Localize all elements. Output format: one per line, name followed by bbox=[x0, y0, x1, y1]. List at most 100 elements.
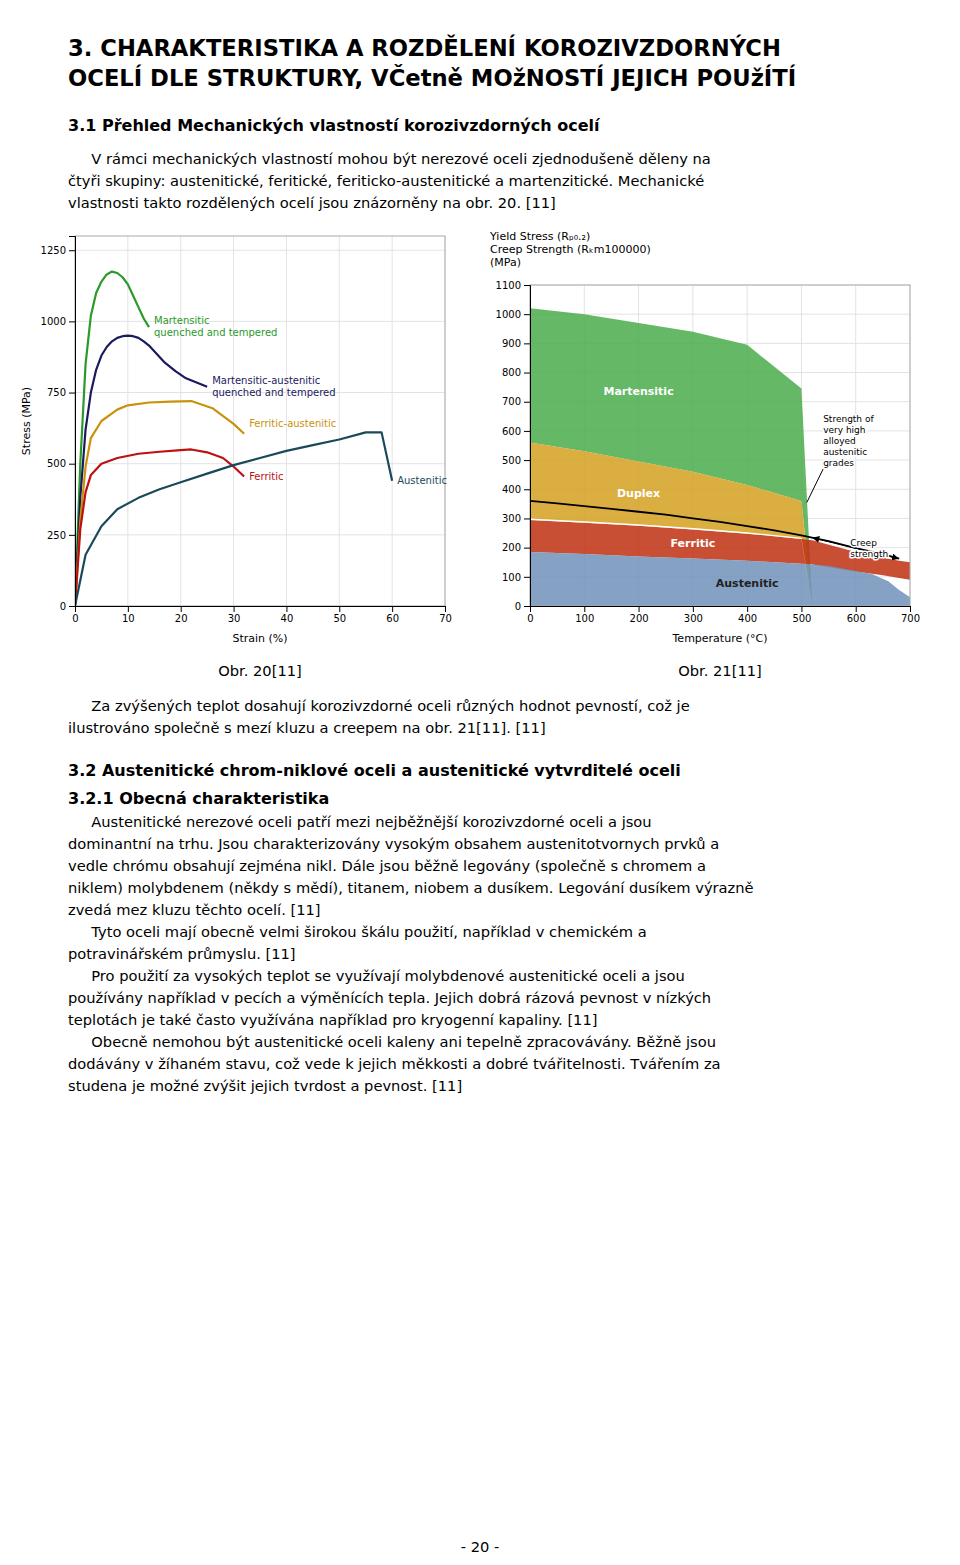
x-tick: 100 bbox=[575, 606, 594, 624]
y-tick: 300 bbox=[502, 513, 530, 524]
y-axis-title: Yield Stress (Rₚ₀.₂)Creep Strength (Rₖm1… bbox=[489, 230, 651, 269]
paragraph-line: Austenitické nerezové oceli patří mezi n… bbox=[68, 813, 652, 830]
y-tick-mark bbox=[524, 285, 530, 286]
grid-line-y bbox=[75, 321, 445, 322]
section-heading: 3.2.1 Obecná charakteristika bbox=[68, 789, 329, 808]
paragraph-line: teplotách je také často využívána napřík… bbox=[68, 1011, 598, 1028]
paragraph-line: Za zvýšených teplot dosahují korozivzdor… bbox=[68, 697, 690, 714]
annotation-line: Strength of bbox=[823, 414, 874, 424]
x-tick: 20 bbox=[175, 606, 188, 624]
x-tick: 0 bbox=[72, 606, 78, 624]
paragraph-line: dominantní na trhu. Jsou charakterizován… bbox=[68, 835, 719, 852]
x-axis-title: Temperature (°C) bbox=[672, 632, 768, 645]
annotation-line: austenitic bbox=[823, 447, 867, 457]
x-tick-label: 20 bbox=[175, 613, 188, 624]
series-label-line: Ferritic-austenitic bbox=[249, 418, 336, 429]
y-tick-label: 0 bbox=[60, 601, 66, 612]
y-axis: 025050075010001250 bbox=[41, 237, 76, 612]
y-tick-mark bbox=[524, 431, 530, 432]
annotation-line: alloyed bbox=[823, 436, 856, 446]
grid-line-y bbox=[75, 534, 445, 535]
x-tick: 50 bbox=[333, 606, 346, 624]
annotations: Strength ofvery highalloyedausteniticgra… bbox=[807, 414, 899, 559]
title: OCELÍ DLE STRUKTURY, VČetně MOžNOSTÍ JEJ… bbox=[68, 64, 796, 91]
figure-caption: Obr. 20[11] bbox=[218, 662, 302, 679]
y-axis-title-line: Yield Stress (Rₚ₀.₂) bbox=[489, 230, 590, 243]
y-tick: 1000 bbox=[41, 316, 75, 327]
grid-line-x bbox=[127, 236, 128, 606]
y-tick-mark bbox=[524, 460, 530, 461]
x-tick: 40 bbox=[281, 606, 294, 624]
x-tick-mark bbox=[234, 606, 235, 612]
y-tick-mark bbox=[524, 373, 530, 374]
y-tick: 100 bbox=[502, 572, 530, 583]
section-heading: 3.1 Přehled Mechanických vlastností koro… bbox=[68, 116, 601, 135]
x-tick-label: 0 bbox=[72, 613, 78, 624]
grid-line-x bbox=[180, 236, 181, 606]
series-label-line: Austenitic bbox=[397, 475, 447, 486]
x-tick-mark bbox=[128, 606, 129, 612]
series-labels: Martensiticquenched and temperedMartensi… bbox=[154, 315, 447, 486]
series-label-line: Ferritic bbox=[249, 471, 283, 482]
y-tick-label: 100 bbox=[502, 572, 521, 583]
x-tick-label: 40 bbox=[281, 613, 294, 624]
annotation: Strength ofvery highalloyedausteniticgra… bbox=[823, 414, 874, 468]
y-tick-mark bbox=[69, 535, 75, 536]
x-axis-line bbox=[531, 607, 911, 613]
y-tick-label: 900 bbox=[502, 338, 521, 349]
y-tick-mark bbox=[524, 518, 530, 519]
y-tick-label: 1100 bbox=[496, 280, 521, 291]
band-label-line: Duplex bbox=[617, 487, 660, 500]
x-tick: 60 bbox=[386, 606, 399, 624]
x-tick: 400 bbox=[738, 606, 757, 624]
y-tick-label: 0 bbox=[515, 601, 521, 612]
y-tick-label: 1000 bbox=[496, 309, 521, 320]
y-tick-label: 1250 bbox=[41, 245, 66, 256]
grid-line-x bbox=[233, 236, 234, 606]
x-axis-title: Strain (%) bbox=[232, 632, 287, 645]
plot-frame bbox=[75, 236, 445, 606]
x-tick-mark bbox=[181, 606, 182, 612]
band-label-line: Austenitic bbox=[716, 577, 779, 590]
paragraph-line: potravinářském průmyslu. [11] bbox=[68, 945, 296, 962]
title: 3. CHARAKTERISTIKA A ROZDĚLENÍ KOROZIVZD… bbox=[68, 34, 781, 61]
series-label-line: Martensitic-austenitic bbox=[212, 375, 320, 386]
band-label: Duplex bbox=[617, 487, 660, 500]
band-label: Martensitic bbox=[603, 385, 673, 398]
y-tick-mark bbox=[524, 343, 530, 344]
x-tick-mark bbox=[693, 606, 694, 612]
y-tick-mark bbox=[524, 606, 530, 607]
grid-line-x bbox=[339, 236, 340, 606]
x-tick-label: 10 bbox=[122, 613, 135, 624]
x-tick-mark bbox=[856, 606, 857, 612]
paragraph-line: studena je možné zvýšit jejich tvrdost a… bbox=[68, 1077, 462, 1094]
grid-line-x bbox=[392, 236, 393, 606]
chart: 010203040506070025050075010001250Strain … bbox=[20, 236, 452, 645]
y-tick: 800 bbox=[502, 367, 530, 378]
y-tick-mark bbox=[69, 464, 75, 465]
series-line bbox=[75, 432, 392, 606]
y-tick-mark bbox=[524, 577, 530, 578]
y-tick: 0 bbox=[60, 601, 75, 612]
y-tick: 900 bbox=[502, 338, 530, 349]
x-tick: 0 bbox=[527, 606, 533, 624]
x-tick: 300 bbox=[684, 606, 703, 624]
section-heading: 3.2 Austenitické chrom-niklové oceli a a… bbox=[68, 761, 681, 780]
x-tick-mark bbox=[445, 606, 446, 612]
y-tick: 400 bbox=[502, 484, 530, 495]
y-tick-label: 700 bbox=[502, 396, 521, 407]
y-tick-label: 750 bbox=[47, 387, 66, 398]
y-tick-label: 500 bbox=[502, 455, 521, 466]
paragraph-line: niklem) molybdenem (někdy s mědí), titan… bbox=[68, 879, 754, 896]
y-tick-mark bbox=[69, 393, 75, 394]
y-tick: 500 bbox=[47, 458, 75, 469]
page-number: - 20 - bbox=[461, 1538, 500, 1555]
y-tick-mark bbox=[524, 548, 530, 549]
y-tick-label: 500 bbox=[47, 458, 66, 469]
band-area bbox=[530, 518, 812, 606]
x-tick-label: 60 bbox=[386, 613, 399, 624]
x-tick-label: 0 bbox=[527, 613, 533, 624]
x-tick-label: 30 bbox=[228, 613, 241, 624]
x-tick-label: 700 bbox=[901, 613, 920, 624]
y-tick: 200 bbox=[502, 542, 530, 553]
